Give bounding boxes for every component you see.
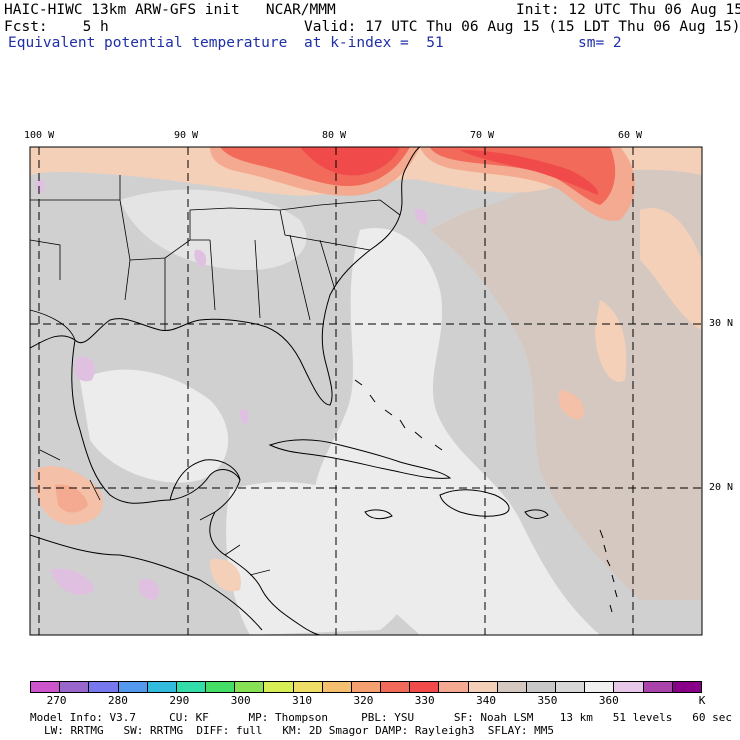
jamaica-outline — [364, 509, 393, 520]
map-frame — [29, 146, 703, 636]
colorbar-tick-label: 340 — [476, 694, 497, 707]
central-america-coastline — [209, 511, 321, 635]
field-peach-mid — [595, 300, 627, 382]
colorbar-tick-label: 330 — [414, 694, 435, 707]
colorbar-tick-label: 360 — [598, 694, 619, 707]
colorbar-tick-label: 300 — [230, 694, 251, 707]
colorbar-swatch — [118, 682, 148, 692]
colorbar-swatch — [614, 682, 644, 692]
forecast-hour: Fcst: 5 h — [4, 19, 109, 35]
lon-label-70w: 70 W — [470, 130, 495, 141]
colorbar-tick-label: 320 — [353, 694, 374, 707]
lon-label-90w: 90 W — [174, 130, 199, 141]
colorbar-swatch — [672, 682, 701, 692]
init-time: Init: 12 UTC Thu 06 Aug 15 — [516, 2, 740, 18]
field-red-plume-core — [460, 150, 599, 195]
colorbar-swatch — [293, 682, 323, 692]
colorbar-swatch — [89, 682, 119, 692]
graticule — [30, 147, 702, 635]
yucatan-coastline — [169, 459, 241, 501]
lon-label-80w: 80 W — [322, 130, 347, 141]
field-red-plume — [430, 147, 616, 205]
colorbar-tick-label: 310 — [292, 694, 312, 707]
colorbar-tick-label: 280 — [108, 694, 128, 707]
lon-label-60w: 60 W — [618, 130, 643, 141]
field-peach-cam — [210, 559, 241, 592]
field-white-se-us — [120, 189, 307, 270]
colorbar-swatch — [351, 682, 382, 692]
cuba-outline — [268, 439, 452, 479]
field-lav-6 — [414, 208, 428, 225]
state-borders — [30, 175, 401, 330]
lat-label-20n: 20 N — [709, 482, 734, 493]
colorbar-swatch — [410, 682, 440, 692]
colorbar-swatch — [643, 682, 673, 692]
field-white-carib — [226, 481, 418, 635]
puerto-rico-outline — [524, 509, 549, 519]
colorbar — [30, 681, 702, 693]
footer-line-1: Model Info: V3.7 CU: KF MP: Thompson PBL… — [30, 711, 732, 724]
field-salmon-mexico — [55, 484, 88, 513]
antilles-outline — [599, 529, 618, 613]
field-lav-1 — [74, 356, 95, 382]
bahamas-outline — [354, 379, 443, 451]
field-name: Equivalent potential temperature — [8, 35, 288, 51]
colorbar-swatch — [176, 682, 207, 692]
field-peach-mid2 — [558, 390, 584, 420]
colorbar-swatch — [235, 682, 265, 692]
field-lav-3 — [50, 568, 95, 595]
colorbar-tick-label: 270 — [46, 694, 67, 707]
us-coastline — [30, 147, 421, 406]
model-title: HAIC-HIWC 13km ARW-GFS init NCAR/MMM — [4, 2, 336, 18]
field-red-core — [300, 147, 400, 176]
lon-label-100w: 100 W — [24, 130, 55, 141]
mexico-borders — [30, 309, 271, 576]
field-tan-east — [430, 147, 702, 600]
field-peach-ne — [640, 208, 702, 330]
field-white-gulf — [80, 369, 229, 483]
colorbar-swatch — [497, 682, 527, 692]
footer-line-2: LW: RRTMG SW: RRTMG DIFF: full KM: 2D Sm… — [44, 724, 554, 737]
colorbar-swatch — [60, 682, 90, 692]
lat-label-30n: 30 N — [709, 318, 734, 329]
colorbar-swatch — [147, 682, 177, 692]
field-lav-2 — [35, 179, 45, 194]
colorbar-swatch — [526, 682, 557, 692]
pacific-coastline — [30, 534, 263, 631]
colorbar-tick-label: 290 — [169, 694, 190, 707]
field-lav-5 — [239, 408, 249, 425]
colorbar-swatch — [468, 682, 498, 692]
colorbar-swatch — [439, 682, 469, 692]
colorbar-swatch — [206, 682, 236, 692]
smoothing: sm= 2 — [578, 35, 622, 51]
field-lav-7 — [194, 249, 207, 268]
field-lav-4 — [138, 579, 160, 600]
colorbar-tick-label: 350 — [537, 694, 558, 707]
hispaniola-outline — [439, 489, 510, 517]
colorbar-swatch — [31, 682, 61, 692]
colorbar-swatch — [556, 682, 586, 692]
colorbar-swatch — [585, 682, 615, 692]
k-index: at k-index = 51 — [304, 35, 444, 51]
colorbar-swatch — [381, 682, 411, 692]
colorbar-swatch — [264, 682, 294, 692]
colorbar-unit: K — [698, 694, 706, 707]
colorbar-swatch — [322, 682, 352, 692]
valid-time: Valid: 17 UTC Thu 06 Aug 15 (15 LDT Thu … — [304, 19, 740, 35]
